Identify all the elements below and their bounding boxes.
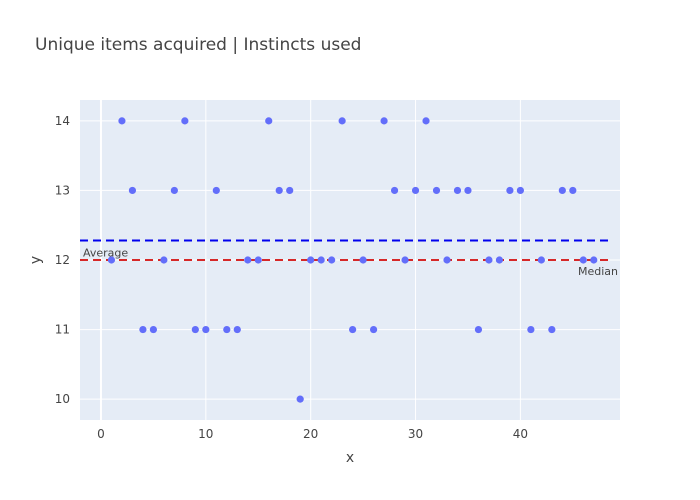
data-point: [170, 186, 178, 195]
data-point: [107, 256, 116, 264]
data-point: [317, 256, 325, 264]
x-tick-label: 40: [513, 427, 528, 441]
data-point: [527, 325, 535, 334]
median-label: Median: [578, 265, 618, 278]
x-tick-label: 0: [97, 427, 105, 441]
y-tick-label: 10: [55, 392, 70, 406]
data-point: [464, 186, 472, 195]
data-point: [485, 256, 493, 264]
data-point: [453, 186, 462, 195]
data-point: [380, 117, 388, 125]
data-point: [422, 117, 430, 125]
data-point: [401, 256, 409, 264]
data-point: [443, 256, 451, 264]
data-point: [579, 256, 587, 264]
y-tick-label: 11: [55, 323, 70, 337]
y-tick-label: 12: [55, 253, 70, 267]
data-point: [202, 325, 210, 334]
data-point: [191, 325, 199, 334]
data-point: [128, 186, 137, 195]
y-tick-label: 14: [55, 114, 70, 128]
data-point: [181, 117, 189, 125]
data-point: [275, 186, 283, 195]
tick-labels: 0 10 20 30 40 10 11 12 13 14: [55, 114, 528, 441]
data-point: [359, 256, 367, 264]
data-point: [286, 186, 294, 195]
data-point: [474, 325, 483, 334]
data-point: [506, 186, 514, 195]
x-tick-label: 20: [303, 427, 318, 441]
chart-title: Unique items acquired | Instincts used: [35, 35, 361, 55]
data-point: [244, 256, 252, 264]
data-point: [139, 325, 147, 334]
x-axis-label: x: [346, 450, 354, 466]
data-point: [411, 186, 420, 195]
data-point: [516, 186, 524, 195]
data-point: [349, 325, 357, 334]
data-point: [432, 186, 441, 195]
data-point: [118, 117, 126, 125]
y-axis-label: y: [28, 256, 44, 264]
data-point: [369, 325, 378, 334]
data-point: [328, 256, 336, 264]
x-tick-label: 30: [408, 427, 423, 441]
data-point: [233, 325, 241, 334]
data-point: [223, 325, 231, 334]
data-point: [590, 256, 598, 264]
data-point: [296, 395, 304, 403]
data-point: [307, 256, 315, 264]
data-point: [548, 325, 556, 334]
reference-lines: Average Median: [80, 239, 618, 278]
data-point: [265, 117, 273, 125]
data-point: [390, 186, 399, 195]
data-point: [160, 256, 168, 264]
data-point: [254, 256, 262, 264]
data-point: [537, 256, 545, 264]
data-point: [495, 256, 504, 264]
data-point: [338, 117, 346, 125]
average-label: Average: [83, 247, 128, 260]
data-point: [212, 186, 220, 195]
x-tick-label: 10: [198, 427, 213, 441]
data-point: [149, 325, 157, 334]
y-tick-label: 13: [55, 183, 70, 197]
data-points: [107, 117, 598, 403]
data-point: [558, 186, 566, 195]
data-point: [569, 186, 577, 195]
